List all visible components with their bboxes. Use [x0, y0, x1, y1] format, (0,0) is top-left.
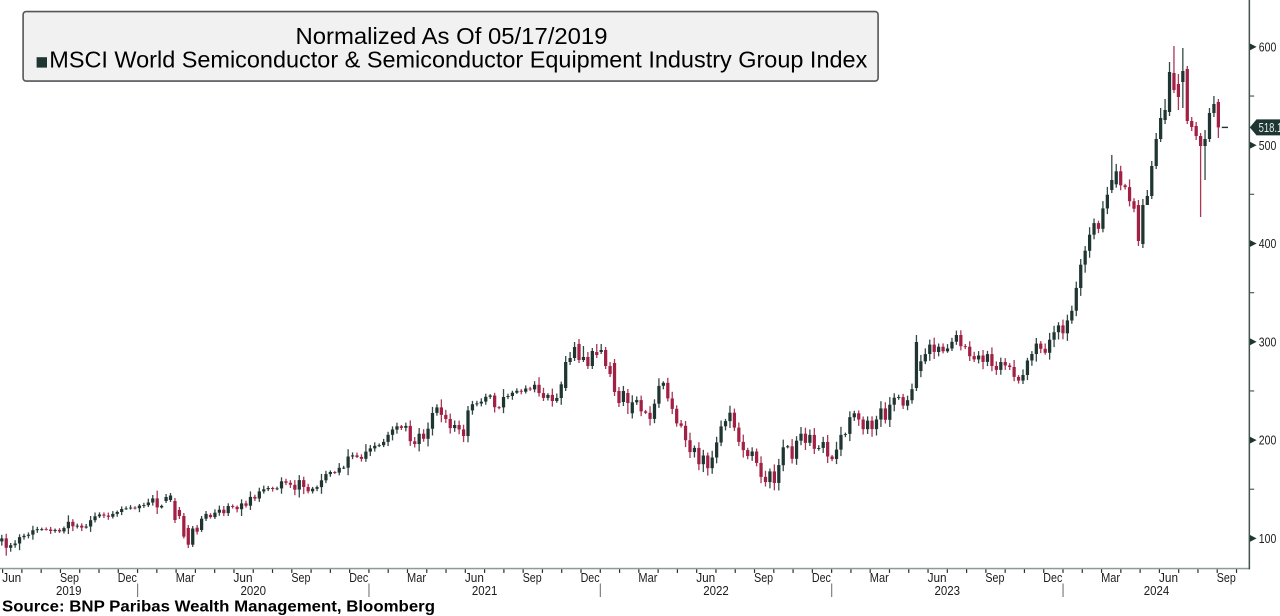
svg-text:Sep: Sep: [1217, 570, 1236, 585]
svg-text:Dec: Dec: [812, 570, 831, 585]
svg-text:Mar: Mar: [176, 570, 196, 585]
svg-text:Sep: Sep: [60, 570, 79, 585]
svg-text:Mar: Mar: [870, 570, 890, 585]
svg-text:Dec: Dec: [118, 570, 137, 585]
svg-text:Dec: Dec: [581, 570, 600, 585]
svg-text:200: 200: [1259, 433, 1277, 448]
svg-text:Jun: Jun: [465, 570, 484, 585]
svg-text:2024: 2024: [1144, 583, 1170, 598]
svg-text:518.18: 518.18: [1259, 120, 1280, 135]
svg-text:Sep: Sep: [985, 570, 1004, 585]
svg-text:Sep: Sep: [523, 570, 542, 585]
svg-text:2022: 2022: [703, 583, 729, 598]
svg-text:2023: 2023: [935, 583, 961, 598]
svg-text:500: 500: [1259, 138, 1277, 153]
svg-text:Jun: Jun: [2, 570, 21, 585]
svg-text:Mar: Mar: [407, 570, 427, 585]
svg-text:2020: 2020: [240, 583, 266, 598]
svg-text:100: 100: [1259, 531, 1277, 546]
svg-text:600: 600: [1259, 40, 1277, 55]
svg-text:Sep: Sep: [754, 570, 773, 585]
svg-text:Mar: Mar: [638, 570, 658, 585]
svg-text:2021: 2021: [472, 583, 498, 598]
svg-text:Dec: Dec: [349, 570, 368, 585]
svg-text:300: 300: [1259, 334, 1277, 349]
svg-text:Mar: Mar: [1101, 570, 1121, 585]
svg-text:Source: BNP Paribas Wealth Man: Source: BNP Paribas Wealth Management, B…: [2, 599, 435, 616]
svg-text:Sep: Sep: [291, 570, 310, 585]
svg-text:Jun: Jun: [1159, 570, 1178, 585]
svg-text:Jun: Jun: [928, 570, 947, 585]
svg-text:400: 400: [1259, 236, 1277, 251]
svg-text:Jun: Jun: [234, 570, 253, 585]
svg-text:Dec: Dec: [1043, 570, 1062, 585]
svg-text:Normalized As Of 05/17/2019: Normalized As Of 05/17/2019: [296, 23, 608, 49]
svg-text:2019: 2019: [56, 583, 82, 598]
svg-text:MSCI World Semiconductor & Sem: MSCI World Semiconductor & Semiconductor…: [49, 46, 867, 72]
svg-text:Jun: Jun: [696, 570, 715, 585]
